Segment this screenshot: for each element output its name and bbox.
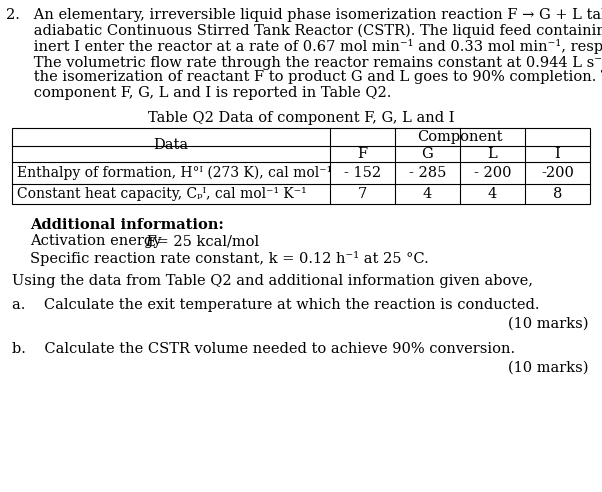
Text: the isomerization of reactant F to product G and L goes to 90% completion. The d: the isomerization of reactant F to produ… bbox=[6, 70, 602, 84]
Text: Table Q2 Data of component F, G, L and I: Table Q2 Data of component F, G, L and I bbox=[147, 111, 455, 125]
Text: component F, G, L and I is reported in Table Q2.: component F, G, L and I is reported in T… bbox=[6, 86, 391, 99]
Text: E: E bbox=[145, 235, 156, 248]
Text: Data: Data bbox=[154, 138, 188, 152]
Text: 4: 4 bbox=[488, 187, 497, 201]
Text: adiabatic Continuous Stirred Tank Reactor (CSTR). The liquid feed containing rea: adiabatic Continuous Stirred Tank Reacto… bbox=[6, 24, 602, 38]
Bar bbox=[12, 128, 590, 204]
Text: (10 marks): (10 marks) bbox=[507, 361, 588, 374]
Text: - 200: - 200 bbox=[474, 166, 511, 180]
Text: Additional information:: Additional information: bbox=[30, 218, 224, 232]
Text: Constant heat capacity, Cₚᴵ, cal mol⁻¹ K⁻¹: Constant heat capacity, Cₚᴵ, cal mol⁻¹ K… bbox=[17, 187, 306, 201]
Text: 2.   An elementary, irreversible liquid phase isomerization reaction F → G + L t: 2. An elementary, irreversible liquid ph… bbox=[6, 8, 602, 22]
Text: 8: 8 bbox=[553, 187, 562, 201]
Text: = 25 kcal/mol: = 25 kcal/mol bbox=[152, 235, 259, 248]
Text: a.    Calculate the exit temperature at which the reaction is conducted.: a. Calculate the exit temperature at whi… bbox=[12, 298, 539, 312]
Text: Enthalpy of formation, H°ᴵ (273 K), cal mol⁻¹: Enthalpy of formation, H°ᴵ (273 K), cal … bbox=[17, 166, 332, 180]
Text: F: F bbox=[358, 147, 368, 161]
Text: (10 marks): (10 marks) bbox=[507, 316, 588, 331]
Text: The volumetric flow rate through the reactor remains constant at 0.944 L s⁻¹. In: The volumetric flow rate through the rea… bbox=[6, 55, 602, 69]
Text: 7: 7 bbox=[358, 187, 367, 201]
Text: -200: -200 bbox=[541, 166, 574, 180]
Text: b.    Calculate the CSTR volume needed to achieve 90% conversion.: b. Calculate the CSTR volume needed to a… bbox=[12, 342, 515, 356]
Text: Using the data from Table Q2 and additional information given above,: Using the data from Table Q2 and additio… bbox=[12, 275, 533, 288]
Text: G: G bbox=[421, 147, 433, 161]
Text: I: I bbox=[554, 147, 560, 161]
Text: inert I enter the reactor at a rate of 0.67 mol min⁻¹ and 0.33 mol min⁻¹, respec: inert I enter the reactor at a rate of 0… bbox=[6, 39, 602, 54]
Text: L: L bbox=[488, 147, 497, 161]
Text: - 285: - 285 bbox=[409, 166, 446, 180]
Text: Activation energy: Activation energy bbox=[30, 235, 166, 248]
Text: 4: 4 bbox=[423, 187, 432, 201]
Text: Specific reaction rate constant, k = 0.12 h⁻¹ at 25 °C.: Specific reaction rate constant, k = 0.1… bbox=[30, 251, 429, 266]
Text: Component: Component bbox=[417, 130, 503, 144]
Text: - 152: - 152 bbox=[344, 166, 381, 180]
